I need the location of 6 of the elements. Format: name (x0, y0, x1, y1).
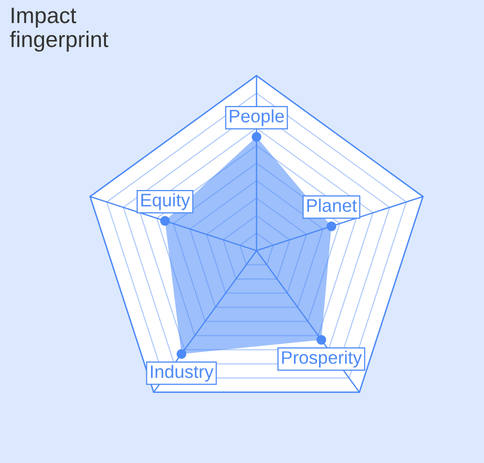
spoke-label: Planet (307, 198, 357, 212)
spoke-label: Industry (150, 364, 214, 382)
chart-title: Impact fingerprint (10, 8, 108, 52)
spoke-label: Prosperity (282, 350, 362, 368)
spoke-label: People (230, 109, 284, 126)
spoke-label: Equity (141, 193, 190, 210)
